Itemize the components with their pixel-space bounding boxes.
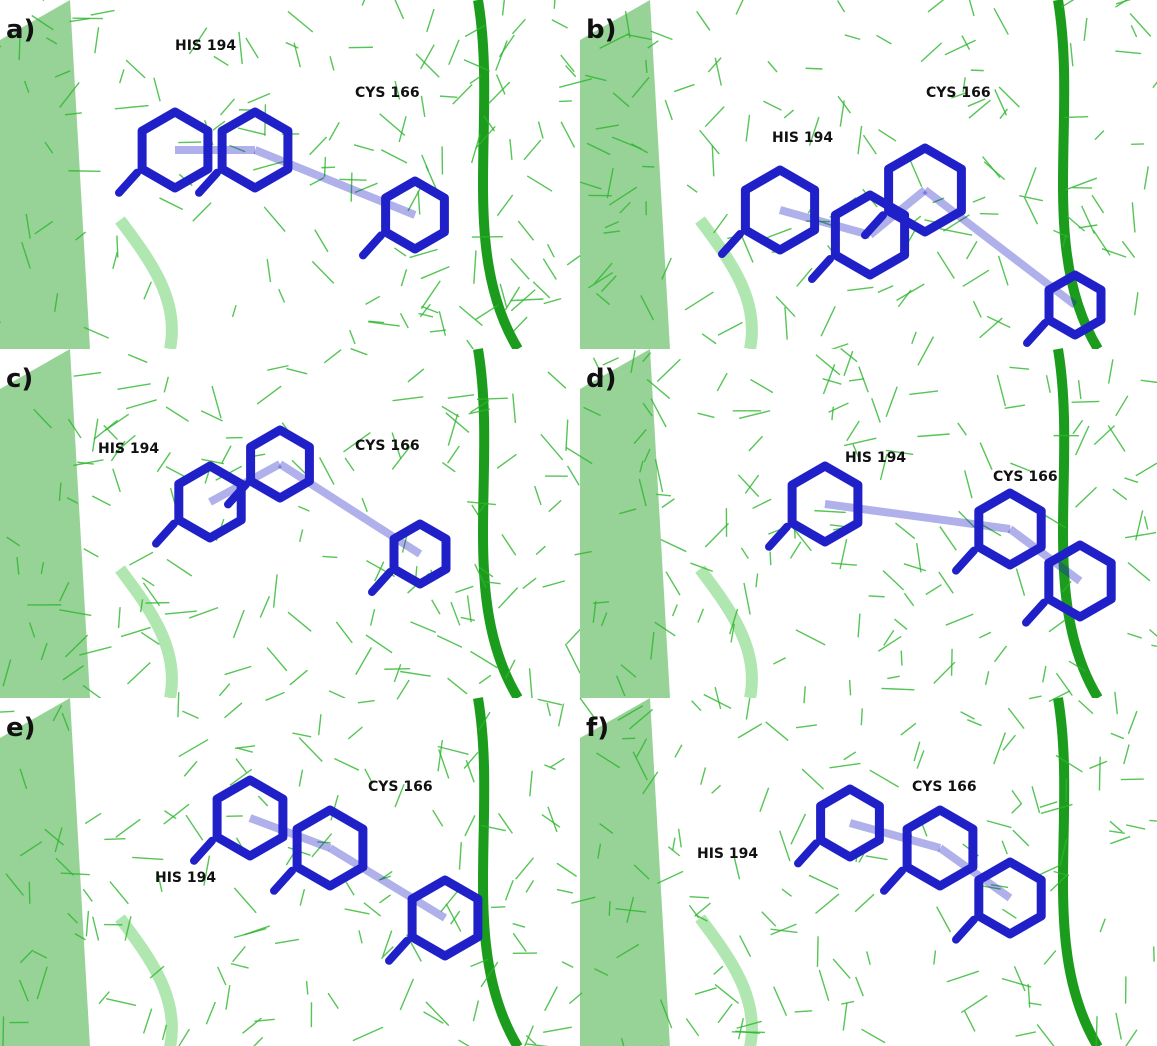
residue-line: [340, 179, 367, 180]
panel: b) HIS 194 CYS 166: [559, 0, 1157, 352]
residue-line: [104, 839, 125, 840]
residue-line: [850, 680, 851, 695]
panel: d) HIS 194 CYS 166: [566, 337, 1157, 698]
residue-label: HIS 194: [845, 450, 906, 466]
residue-label: CYS 166: [355, 85, 420, 101]
residue-label: HIS 194: [175, 38, 236, 54]
residue-line: [1096, 1016, 1097, 1045]
residue-label: HIS 194: [155, 870, 216, 886]
residue-line: [68, 171, 100, 172]
residue-label: CYS 166: [368, 779, 433, 795]
panel-label: f): [586, 713, 609, 743]
residue-line: [770, 552, 771, 566]
residue-label: HIS 194: [697, 846, 758, 862]
residue-label: CYS 166: [926, 85, 991, 101]
panel-label: c): [6, 364, 33, 394]
panel: a) HIS 194 CYS 166: [0, 0, 578, 367]
panel: f) HIS 194 CYS 166: [569, 686, 1157, 1046]
panel-label: e): [6, 713, 36, 743]
residue-line: [117, 236, 118, 258]
residue-line: [861, 708, 862, 725]
residue-line: [325, 157, 326, 177]
residue-label: CYS 166: [912, 779, 977, 795]
residue-line: [1072, 401, 1100, 402]
residue-line: [1121, 779, 1144, 780]
residue-line: [869, 596, 885, 597]
residue-line: [1064, 117, 1088, 118]
panel-label: a): [6, 15, 35, 45]
residue-line: [3, 1016, 4, 1046]
residue-line: [901, 651, 902, 666]
residue-line: [642, 166, 654, 167]
residue-line: [491, 907, 505, 908]
residue-line: [384, 669, 410, 670]
residue-line: [806, 68, 823, 69]
residue-label: CYS 166: [355, 438, 420, 454]
panel: c) HIS 194 CYS 166: [0, 349, 589, 704]
residue-line: [817, 936, 818, 967]
residue-label: CYS 166: [993, 469, 1058, 485]
residue-line: [609, 901, 610, 916]
panel: e) HIS 194 CYS 166: [0, 668, 578, 1046]
residue-line: [980, 214, 999, 215]
residue-line: [321, 167, 335, 168]
residue-line: [646, 60, 647, 73]
residue-line: [971, 70, 984, 71]
figure: a) HIS 194 CYS 166 b) HIS 194 CYS 166 c) HIS 19…: [0, 0, 1157, 1046]
panel-label: d): [586, 364, 617, 394]
residue-label: HIS 194: [772, 130, 833, 146]
panel-label: b): [586, 15, 617, 45]
residue-line: [178, 692, 179, 717]
residue-line: [1099, 757, 1100, 791]
residue-label: HIS 194: [98, 441, 159, 457]
